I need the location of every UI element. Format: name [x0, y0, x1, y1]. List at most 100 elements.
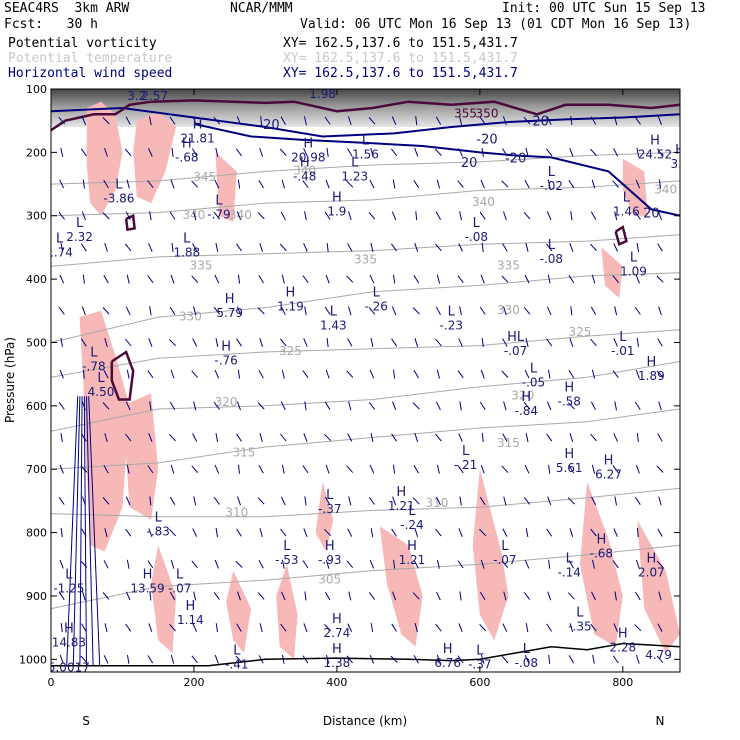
wind-vector-54: [127, 654, 130, 664]
extremum-marker-3: L: [76, 216, 84, 231]
wind-vector-387: [524, 369, 530, 379]
x-tick-label-400: 400: [326, 676, 347, 689]
y-tick-label-1000: 1000: [19, 653, 47, 666]
wind-vector-74: [149, 591, 152, 601]
jet-vector-1: [72, 396, 81, 666]
wind-vector-274: [391, 528, 397, 537]
extremum-marker-53: H: [332, 612, 342, 627]
wind-vector-315: [436, 369, 440, 379]
wind-vector-406: [546, 338, 553, 347]
wind-vector-206: [304, 401, 307, 411]
wind-vector-275: [392, 496, 397, 506]
wind-vector-155: [236, 306, 242, 316]
wind-vector-396: [548, 654, 551, 664]
pv-fill-region-14: [601, 247, 623, 299]
wind-vector-393: [524, 179, 530, 189]
extremum-marker-5: L: [183, 232, 191, 247]
wind-vector-64: [125, 338, 132, 347]
wind-vector-147: [235, 560, 243, 568]
extremum-value-45: -.14: [557, 566, 580, 580]
wind-vector-10: [60, 337, 63, 347]
wind-vector-160: [235, 148, 243, 157]
wind-vector-202: [303, 528, 308, 537]
wind-vector-377: [502, 116, 507, 126]
wind-vector-379: [525, 623, 529, 633]
wind-vector-163: [259, 623, 263, 633]
extremum-marker-31: L: [619, 330, 627, 345]
wind-vector-293: [412, 497, 420, 505]
wind-vector-167: [257, 497, 265, 505]
wind-vector-369: [501, 370, 509, 378]
wind-vector-349: [481, 433, 484, 443]
theta-label-15: 315: [233, 446, 256, 460]
theta-label-14: 320: [511, 389, 534, 403]
wind-vector-138: [214, 274, 220, 284]
wind-speed-label-1: -20: [476, 132, 497, 147]
wind-vector-203: [304, 496, 307, 506]
wind-vector-348: [480, 464, 485, 474]
wind-vector-62: [125, 401, 131, 411]
y-axis-label: Pressure (hPa): [3, 337, 17, 423]
wind-vector-322: [434, 148, 442, 157]
wind-vector-30: [82, 274, 85, 284]
x-tick-label-200: 200: [183, 676, 204, 689]
wind-vector-5: [58, 496, 65, 505]
wind-vector-323: [435, 116, 442, 125]
wind-vector-109: [192, 623, 198, 632]
theta-label-16: 315: [497, 436, 520, 450]
wind-vector-87: [147, 180, 154, 188]
wind-vector-443: [590, 306, 597, 315]
wind-vector-299: [412, 307, 420, 315]
wind-vector-174: [258, 275, 264, 284]
extremum-value-55: -.41: [225, 657, 248, 671]
extremum-value-30: -.58: [557, 395, 580, 409]
extremum-value-63: 5.0017: [48, 661, 90, 675]
wind-vector-95: [169, 496, 176, 506]
wind-vector-324: [457, 655, 464, 664]
wind-vector-291: [413, 560, 419, 569]
wind-vector-42: [103, 464, 109, 474]
wind-vector-71: [125, 116, 131, 125]
wind-speed-label-4: 20: [643, 207, 660, 222]
extremum-value-44: -.68: [590, 547, 613, 561]
wind-vector-452: [614, 591, 617, 601]
wind-vector-199: [303, 623, 308, 633]
wind-vector-211: [303, 243, 308, 252]
wind-vector-171: [258, 370, 264, 379]
theta-label-17: 310: [225, 506, 248, 520]
wind-vector-501: [659, 179, 661, 189]
wind-vector-419: [567, 497, 575, 505]
theta-label-2: 340: [229, 208, 252, 222]
wind-vector-327: [457, 560, 464, 569]
pv-fill-region-0: [86, 101, 123, 216]
wind-vector-374: [503, 211, 507, 221]
wind-vector-424: [569, 338, 574, 347]
wind-vector-276: [393, 464, 396, 474]
theta-label-12: 325: [568, 325, 591, 339]
wind-vector-285: [392, 179, 396, 189]
wind-vector-231: [325, 179, 330, 189]
extremum-marker-16: L: [548, 238, 556, 253]
wind-vector-476: [634, 401, 641, 410]
extremum-value-60: 3.2: [127, 89, 146, 103]
wind-vector-15: [59, 179, 65, 189]
wind-vector-442: [590, 338, 597, 347]
extremum-value-17: 24.52: [638, 147, 672, 161]
wind-vector-44: [102, 402, 110, 410]
wind-vector-253: [370, 623, 374, 633]
wind-vector-156: [237, 274, 241, 284]
wind-vector-34: [80, 148, 87, 157]
extremum-value-11: 1.56: [352, 147, 379, 161]
extremum-marker-45: L: [566, 552, 574, 567]
wind-vector-341: [459, 116, 463, 126]
wind-speed-contour-1: [193, 122, 680, 217]
wind-vector-25: [81, 433, 87, 442]
wind-vector-196: [279, 148, 287, 157]
y-tick-label-500: 500: [26, 336, 47, 349]
wind-vector-386: [523, 402, 531, 410]
wind-vector-125: [192, 116, 197, 126]
wind-vector-217: [324, 624, 332, 632]
wind-vector-366: [501, 465, 509, 473]
wind-vector-373: [502, 243, 508, 252]
extremum-value-53: 2.74: [324, 626, 351, 640]
